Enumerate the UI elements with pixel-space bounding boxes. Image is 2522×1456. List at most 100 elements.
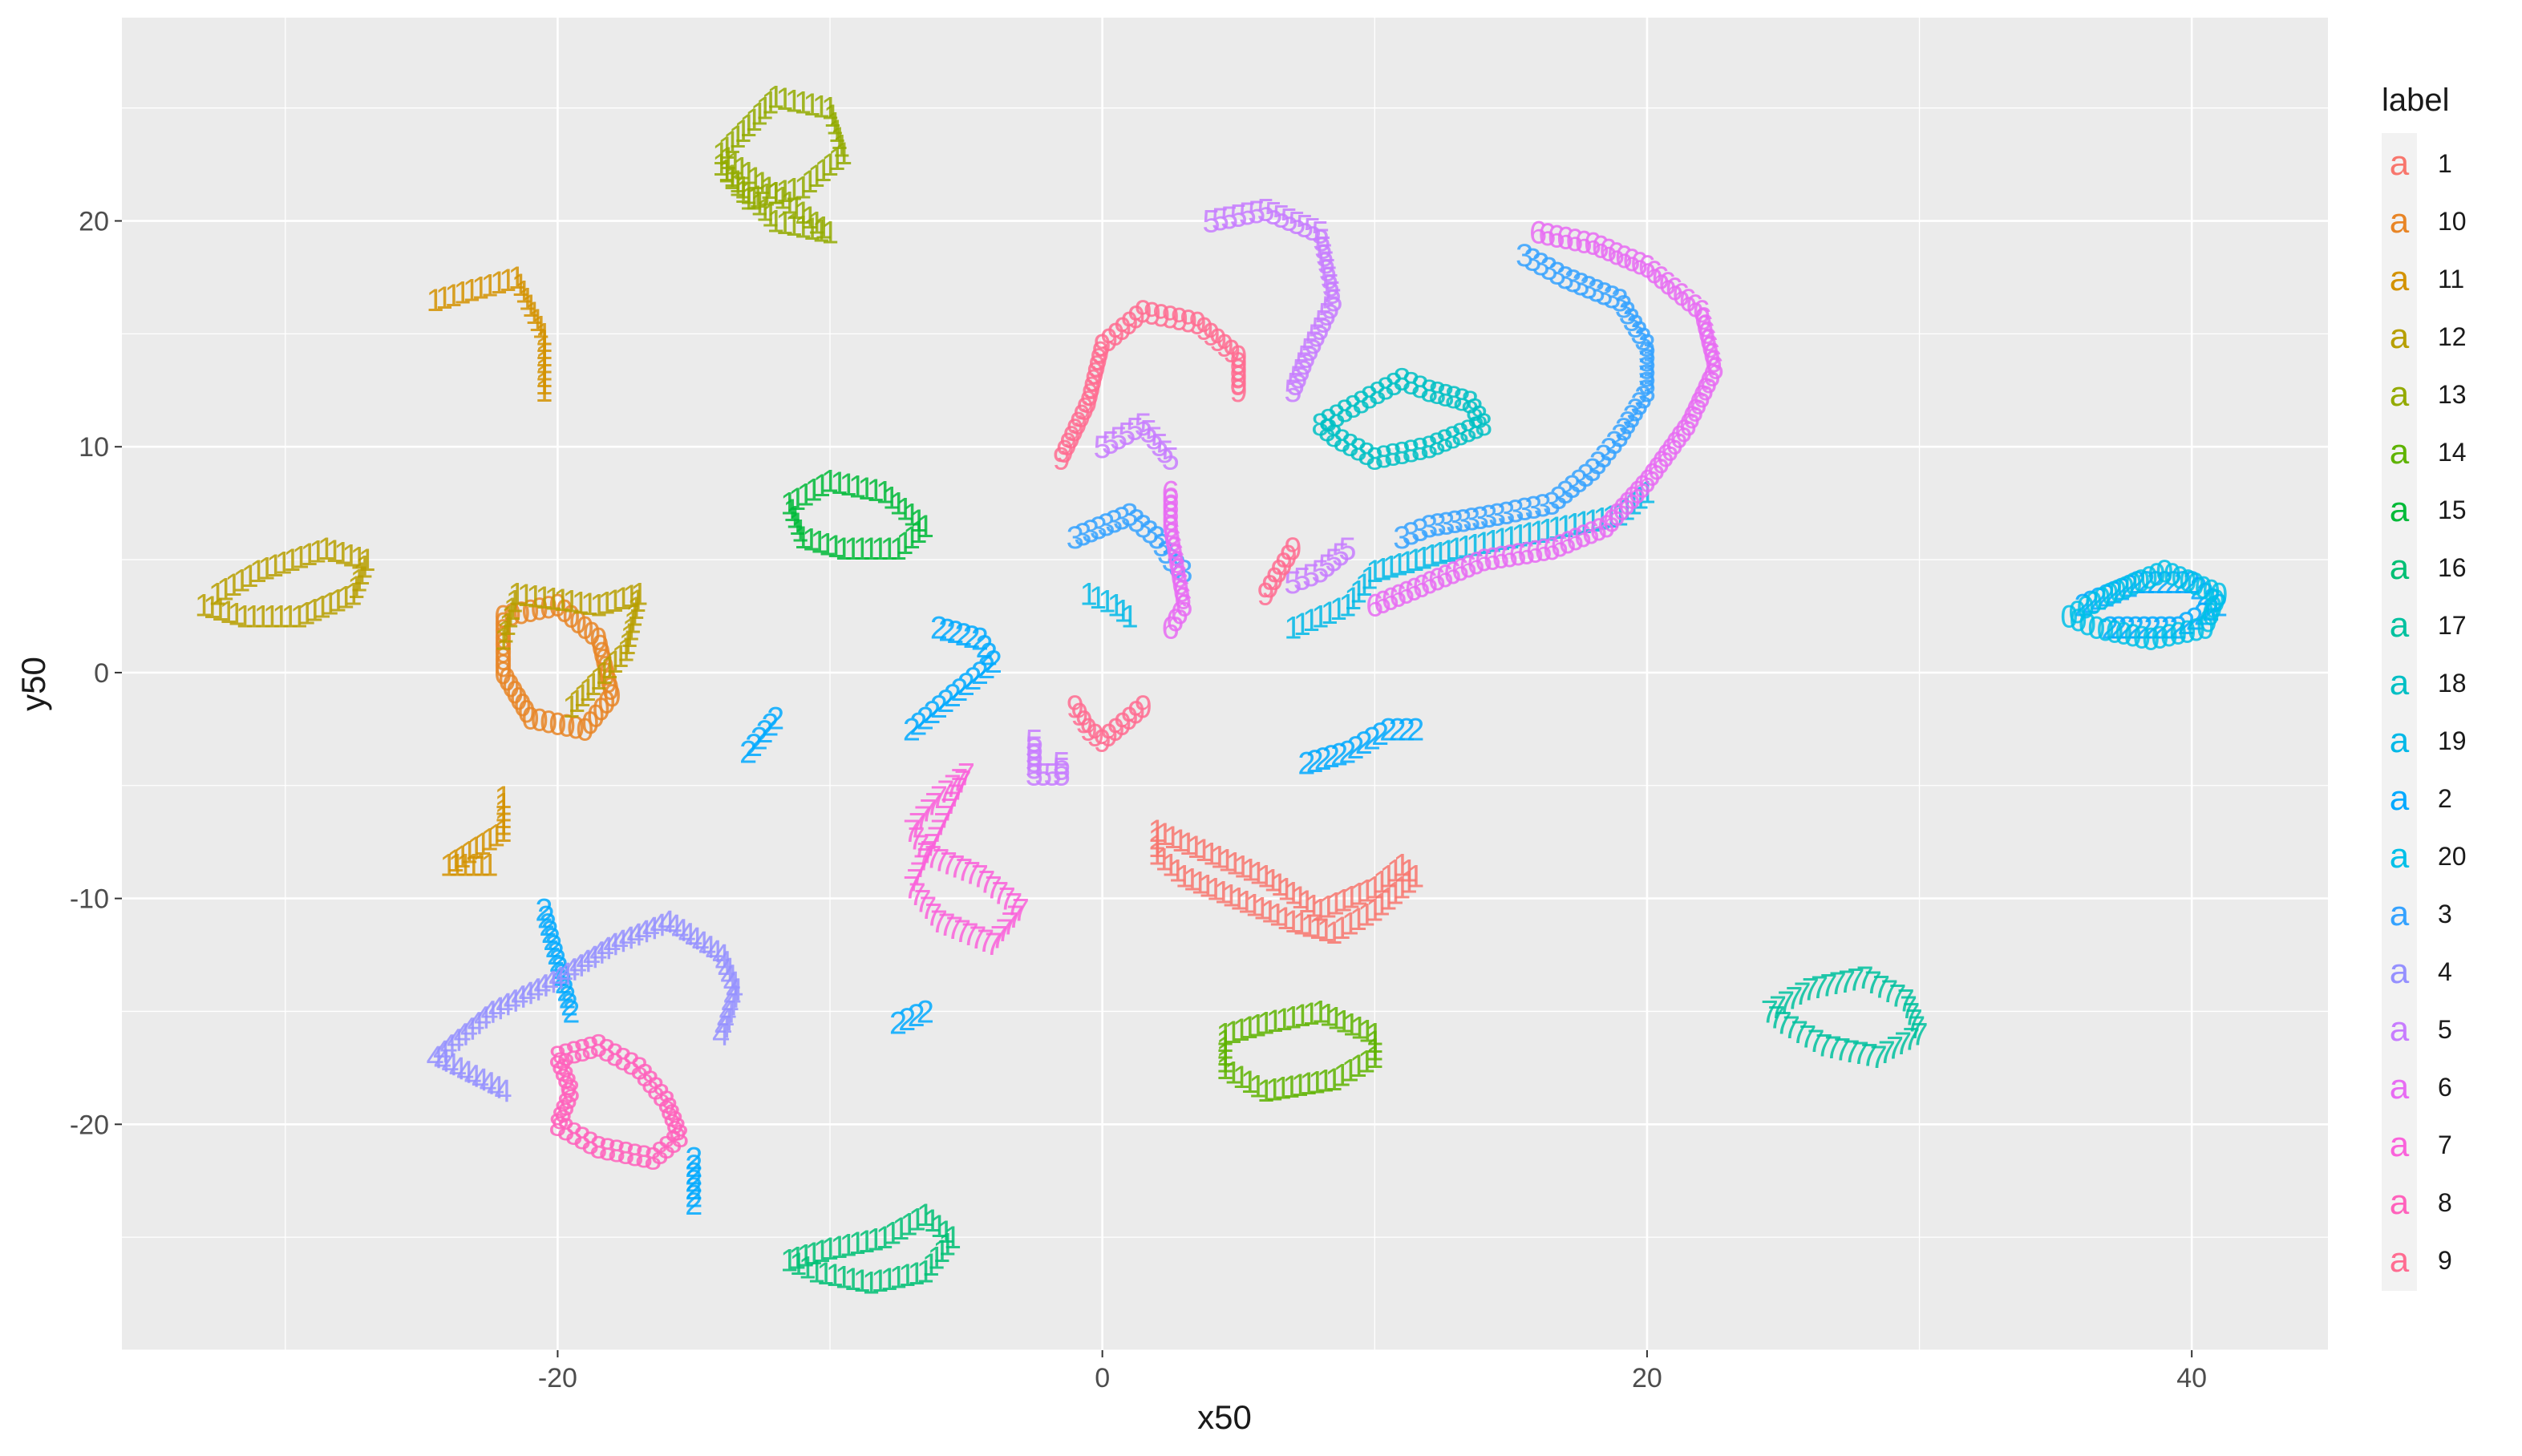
data-point: 0 xyxy=(2151,620,2168,655)
data-point: 0 xyxy=(2160,618,2178,653)
data-point: 1 xyxy=(862,532,880,567)
data-point: 7 xyxy=(948,849,965,884)
data-point: 6 xyxy=(1699,322,1717,358)
data-point: 6 xyxy=(1566,522,1584,557)
data-point: 1 xyxy=(813,468,831,504)
data-point: 1 xyxy=(535,338,553,374)
data-point: 6 xyxy=(1451,552,1469,588)
data-point: 2 xyxy=(2135,611,2153,646)
data-point: 3 xyxy=(1563,470,1581,505)
data-point: 1 xyxy=(1257,1074,1274,1109)
data-point: 1 xyxy=(1386,853,1404,888)
data-point: 1 xyxy=(1400,853,1418,888)
data-point: 9 xyxy=(1071,698,1088,733)
data-point: 1 xyxy=(1602,499,1620,535)
series-18: 8888888888888888888888888888888888888888… xyxy=(1311,362,1492,477)
data-point: 1 xyxy=(350,540,367,576)
data-point: 9 xyxy=(1100,718,1118,753)
data-point: 1 xyxy=(728,164,746,200)
data-point: 7 xyxy=(919,891,937,926)
data-point: 1 xyxy=(1261,895,1278,930)
data-point: 6 xyxy=(1475,543,1492,578)
data-point: 0 xyxy=(2178,614,2196,649)
data-point: 1 xyxy=(755,91,773,127)
data-point: 1 xyxy=(785,208,803,243)
data-point: 1 xyxy=(314,589,331,625)
data-point: 3 xyxy=(1638,336,1656,371)
data-point: 8 xyxy=(1436,423,1454,459)
data-point: 0 xyxy=(576,611,593,646)
data-point: 5 xyxy=(1151,427,1168,463)
data-point: 5 xyxy=(1126,412,1144,447)
data-point: 9 xyxy=(1083,370,1101,406)
data-point: 8 xyxy=(622,1046,640,1082)
data-point: 7 xyxy=(919,794,937,829)
data-point: 1 xyxy=(923,1203,941,1239)
data-point: 1 xyxy=(844,532,861,567)
data-point: 2 xyxy=(2090,581,2107,617)
data-point: 3 xyxy=(1067,520,1084,556)
data-point: 1 xyxy=(494,807,512,843)
data-point: 7 xyxy=(909,877,926,912)
data-point: 7 xyxy=(930,780,948,815)
data-point: 8 xyxy=(1453,382,1471,418)
data-point: 1 xyxy=(794,170,812,205)
data-point: 1 xyxy=(337,580,354,615)
data-point: 6 xyxy=(1613,492,1630,528)
data-point: 6 xyxy=(1705,344,1722,379)
data-point: 6 xyxy=(1672,277,1690,313)
data-point: 1 xyxy=(494,800,512,835)
data-point: 2 xyxy=(975,629,993,665)
data-point: 0 xyxy=(494,599,512,634)
data-point: 0 xyxy=(2068,595,2086,630)
data-point: 1 xyxy=(785,172,803,208)
data-point: 1 xyxy=(1366,893,1383,928)
data-point: 2 xyxy=(1407,712,1424,747)
data-point: 9 xyxy=(1075,705,1093,740)
data-point: 9 xyxy=(1076,392,1094,427)
data-point: 1 xyxy=(1338,588,1356,623)
data-point: 9 xyxy=(1091,335,1109,370)
data-point: 6 xyxy=(1698,316,1715,351)
data-point: 8 xyxy=(1328,398,1346,434)
data-point: 9 xyxy=(1085,363,1103,398)
data-point: 1 xyxy=(796,1239,814,1274)
data-point: 1 xyxy=(1350,1011,1368,1046)
data-point: 6 xyxy=(1161,495,1179,531)
data-point: 1 xyxy=(739,108,757,144)
data-point: 7 xyxy=(1880,974,1898,1009)
data-point: 2 xyxy=(2105,575,2123,610)
data-point: 6 xyxy=(1374,584,1391,620)
data-point: 6 xyxy=(1548,219,1565,254)
data-point: 2 xyxy=(685,1179,702,1215)
data-point: 2 xyxy=(2143,611,2161,646)
data-point: 1 xyxy=(521,289,539,324)
data-point: 7 xyxy=(1843,1034,1860,1070)
legend-label: 5 xyxy=(2438,1015,2452,1044)
data-point: 3 xyxy=(1420,509,1438,544)
data-point: 1 xyxy=(794,86,812,121)
data-point: 1 xyxy=(799,1251,816,1286)
data-point: 1 xyxy=(1625,487,1642,522)
data-point: 6 xyxy=(1607,237,1625,272)
data-point: 1 xyxy=(1191,865,1208,900)
data-point: 8 xyxy=(1466,392,1484,427)
data-point: 3 xyxy=(1507,494,1524,529)
data-point: 4 xyxy=(692,925,710,961)
data-point: 6 xyxy=(1397,575,1415,610)
legend-key: a xyxy=(2390,1067,2410,1106)
data-point: 3 xyxy=(1626,309,1644,344)
data-point: 1 xyxy=(814,210,832,245)
data-point: 2 xyxy=(898,1002,916,1037)
data-point: 0 xyxy=(531,703,549,738)
data-point: 8 xyxy=(608,1134,625,1169)
data-point: 1 xyxy=(601,650,618,686)
legend-label: 8 xyxy=(2438,1188,2452,1217)
data-point: 1 xyxy=(917,1198,934,1233)
data-point: 4 xyxy=(717,1002,735,1037)
data-point: 1 xyxy=(828,114,845,149)
data-point: 5 xyxy=(1284,565,1301,601)
data-point: 1 xyxy=(1400,864,1418,900)
data-point: 0 xyxy=(2179,564,2196,599)
data-point: 1 xyxy=(1277,901,1294,936)
